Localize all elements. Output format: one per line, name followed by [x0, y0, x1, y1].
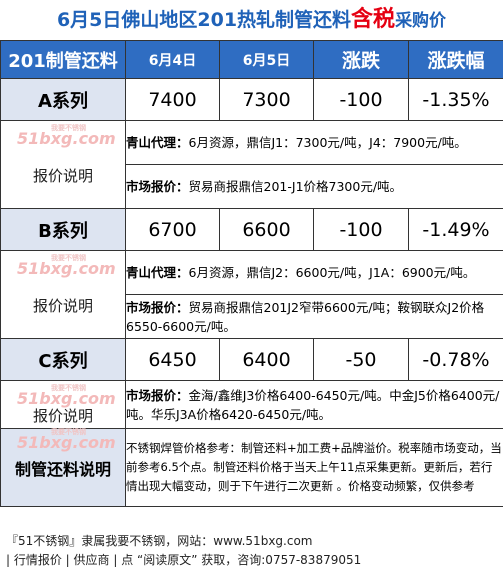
price-table: 201制管还料 6月4日 6月5日 涨跌 涨跌幅 A系列 7400 7300 -… [0, 40, 503, 507]
price-date2-b: 6600 [219, 208, 314, 251]
qingshan-note-b: 青山代理：6月资源，鼎信J2：6600元/吨，J1A：6900元/吨。 [125, 250, 503, 295]
change-c: -50 [313, 338, 409, 381]
explain-label: 报价说明 [32, 297, 93, 315]
summary-text: 不锈钢焊管价格参考：制管还料+加工费+品牌溢价。税率随市场变动，当前参考6.5个… [125, 428, 503, 507]
price-date2-a: 7300 [219, 78, 314, 121]
summary-label-cell: 我要不锈钢 51bxg.com 制管还料说明 [0, 428, 126, 507]
footer-line2: | 行情报价 | 供应商 | 点 “阅读原文” 获取，咨询:0757-83879… [6, 553, 362, 567]
watermark-logo: 我要不锈钢 51bxg.com [17, 384, 116, 408]
table-row: A系列 7400 7300 -100 -1.35% [0, 78, 503, 121]
explain-cell-a: 我要不锈钢 51bxg.com 报价说明 [0, 120, 126, 209]
note-label: 市场报价： [126, 179, 189, 194]
watermark-logo: 我要不锈钢 51bxg.com [17, 124, 116, 148]
note-text: 6月资源，鼎信J2：6600元/吨，J1A：6900元/吨。 [188, 265, 476, 280]
summary-row: 我要不锈钢 51bxg.com 制管还料说明 不锈钢焊管价格参考：制管还料+加工费… [0, 428, 503, 507]
note-text: 金海/鑫维J3价格6400-6450元/吨。中金J5价格6400元/吨。华乐J3… [126, 387, 500, 422]
explain-label: 报价说明 [32, 167, 93, 185]
header-product: 201制管还料 [0, 40, 126, 79]
watermark-tag: 我要不锈钢 [51, 254, 86, 262]
change-pct-a: -1.35% [408, 78, 503, 121]
title-main: 6月5日佛山地区201热轧制管还料 [56, 9, 352, 31]
note-row: 市场报价：贸易商报鼎信201J2窄带6600元/吨；鞍钢联众J2价格6550-6… [1, 294, 503, 339]
change-pct-c: -0.78% [408, 338, 503, 381]
note-row: 我要不锈钢 51bxg.com 报价说明 市场报价：金海/鑫维J3价格6400-6… [0, 380, 503, 429]
explain-label: 报价说明 [32, 407, 93, 425]
header-change: 涨跌 [313, 40, 409, 79]
change-pct-b: -1.49% [408, 208, 503, 251]
price-date1-b: 6700 [125, 208, 220, 251]
header-change-pct: 涨跌幅 [408, 40, 503, 79]
note-text: 6月资源，鼎信J1：7300元/吨，J4：7900元/吨。 [188, 135, 467, 150]
watermark-logo: 我要不锈钢 51bxg.com [17, 428, 116, 452]
price-date2-c: 6400 [219, 338, 314, 381]
watermark-tag: 我要不锈钢 [51, 124, 86, 132]
note-text: 贸易商报鼎信201-J1价格7300元/吨。 [188, 179, 403, 194]
explain-cell-c: 我要不锈钢 51bxg.com 报价说明 [0, 380, 126, 429]
footer: 『51不锈钢』隶属我要不锈钢，网站：www.51bxg.com | 行情报价 |… [0, 532, 503, 572]
market-note-c: 市场报价：金海/鑫维J3价格6400-6450元/吨。中金J5价格6400元/吨… [125, 380, 503, 429]
watermark-tag: 我要不锈钢 [51, 384, 86, 392]
title-suffix: 采购价 [395, 11, 447, 31]
header-date2: 6月5日 [219, 40, 314, 79]
title-highlight: 含税 [351, 7, 396, 32]
note-row: 我要不锈钢 51bxg.com 报价说明 青山代理：6月资源，鼎信J1：7300元… [0, 120, 503, 209]
note-row: 我要不锈钢 51bxg.com 报价说明 青山代理：6月资源，鼎信J2：6600元… [0, 250, 503, 339]
market-note-b: 市场报价：贸易商报鼎信201J2窄带6600元/吨；鞍钢联众J2价格6550-6… [125, 294, 503, 339]
watermark-tag: 我要不锈钢 [51, 428, 86, 436]
note-row: 市场报价：贸易商报鼎信201-J1价格7300元/吨。 [1, 164, 503, 209]
price-date1-a: 7400 [125, 78, 220, 121]
note-label: 市场报价： [126, 299, 189, 315]
series-label-c: C系列 [0, 338, 126, 381]
note-label: 青山代理： [126, 135, 189, 150]
note-text: 贸易商报鼎信201J2窄带6600元/吨；鞍钢联众J2价格6550-6600元/… [126, 299, 485, 334]
explain-cell-b: 我要不锈钢 51bxg.com 报价说明 [0, 250, 126, 339]
summary-label: 制管还料说明 [14, 459, 111, 479]
series-label-b: B系列 [0, 208, 126, 251]
watermark-logo: 我要不锈钢 51bxg.com [17, 254, 116, 278]
page-title: 6月5日佛山地区201热轧制管还料含税采购价 [0, 0, 503, 40]
footer-line1: 『51不锈钢』隶属我要不锈钢，网站：www.51bxg.com [6, 534, 313, 548]
header-date1: 6月4日 [125, 40, 220, 79]
qingshan-note-a: 青山代理：6月资源，鼎信J1：7300元/吨，J4：7900元/吨。 [125, 120, 503, 165]
table-row: B系列 6700 6600 -100 -1.49% [0, 208, 503, 251]
change-a: -100 [313, 78, 409, 121]
market-note-a: 市场报价：贸易商报鼎信201-J1价格7300元/吨。 [125, 164, 503, 209]
price-date1-c: 6450 [125, 338, 220, 381]
table-header-row: 201制管还料 6月4日 6月5日 涨跌 涨跌幅 [0, 40, 503, 79]
note-label: 青山代理： [126, 265, 189, 280]
change-b: -100 [313, 208, 409, 251]
note-label: 市场报价： [126, 387, 189, 403]
table-row: C系列 6450 6400 -50 -0.78% [0, 338, 503, 381]
series-label-a: A系列 [0, 78, 126, 121]
